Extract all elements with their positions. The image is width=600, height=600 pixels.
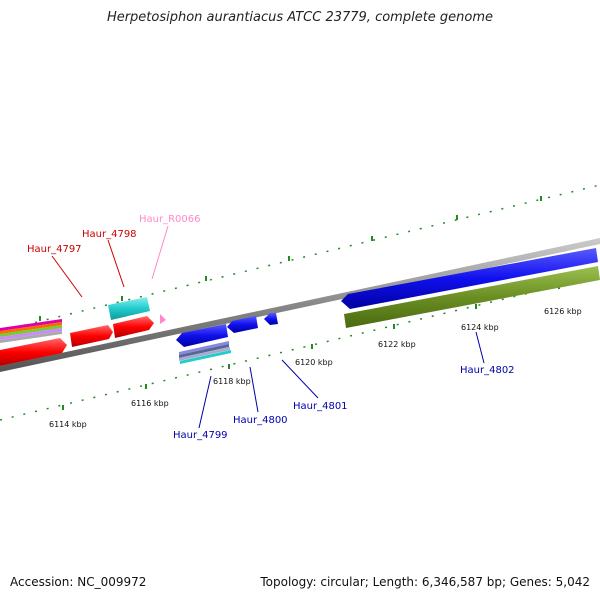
gene-olive[interactable] xyxy=(344,266,600,328)
label-haur-r0066[interactable]: Haur_R0066 xyxy=(139,214,201,225)
leader-lines xyxy=(51,225,485,429)
gene-red-1[interactable] xyxy=(0,338,67,366)
scale-label-6114: 6114 kbp xyxy=(49,420,87,429)
gene-haur-4799-arrow[interactable] xyxy=(176,324,228,347)
label-haur-4797[interactable]: Haur_4797 xyxy=(27,244,82,255)
topology-text: Topology: circular; Length: 6,346,587 bp… xyxy=(260,575,590,589)
scale-label-6118: 6118 kbp xyxy=(213,377,251,386)
label-haur-4801[interactable]: Haur_4801 xyxy=(293,401,348,412)
accession-text: Accession: NC_009972 xyxy=(10,575,147,589)
gene-haur-4798-arrow[interactable] xyxy=(113,316,154,338)
gene-haur-4800-arrow[interactable] xyxy=(227,316,258,333)
genome-title: Herpetosiphon aurantiacus ATCC 23779, co… xyxy=(106,10,494,25)
scale-label-6120: 6120 kbp xyxy=(295,358,333,367)
label-haur-4802[interactable]: Haur_4802 xyxy=(460,365,515,376)
label-haur-4798[interactable]: Haur_4798 xyxy=(82,229,137,240)
gene-r0066-marker[interactable] xyxy=(160,314,166,324)
scale-label-6124: 6124 kbp xyxy=(461,323,499,332)
gene-haur-4801-arrow[interactable] xyxy=(264,313,278,325)
left-stripe-feature xyxy=(0,319,62,343)
upper-major-ticks xyxy=(39,196,542,321)
gene-haur-4802-arrow[interactable] xyxy=(341,248,598,309)
gene-haur-4797-arrow[interactable] xyxy=(70,325,113,347)
scale-label-6122: 6122 kbp xyxy=(378,340,416,349)
lower-stripe-feature xyxy=(179,341,231,364)
scale-label-6116: 6116 kbp xyxy=(131,399,169,408)
major-ticks xyxy=(62,284,560,410)
genome-backbone xyxy=(0,238,600,372)
label-haur-4799[interactable]: Haur_4799 xyxy=(173,430,228,441)
gene-cyan[interactable] xyxy=(108,297,150,320)
scale-label-6126: 6126 kbp xyxy=(544,307,582,316)
label-haur-4800[interactable]: Haur_4800 xyxy=(233,415,288,426)
